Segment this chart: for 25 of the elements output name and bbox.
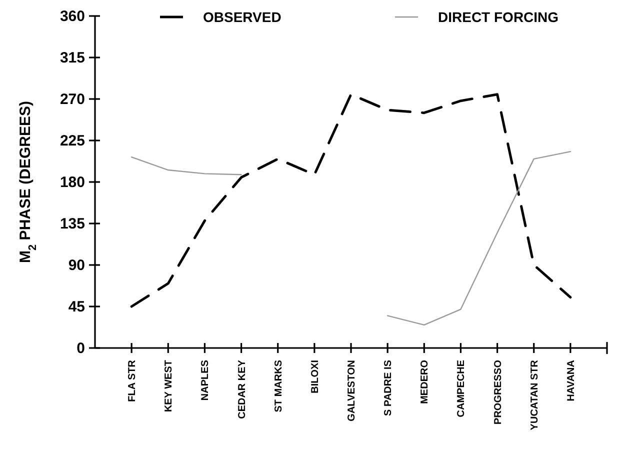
y-tick-label: 135: [60, 215, 85, 232]
y-tick-label: 45: [68, 298, 85, 316]
x-tick-label: FLA STR: [127, 359, 138, 402]
y-tick-label: 315: [60, 49, 85, 66]
x-tick-label: NAPLES: [200, 360, 212, 401]
x-tick-label: HAVANA: [566, 360, 577, 402]
y-tick-label: 90: [68, 256, 85, 274]
x-tick-label: ST MARKS: [273, 360, 284, 412]
y-tick-label: 0: [76, 340, 85, 357]
x-tick-label: KEY WEST: [164, 360, 175, 412]
x-tick-label: CAMPECHE: [456, 360, 468, 418]
y-tick-label: 225: [60, 132, 85, 150]
x-tick-label: GALVESTON: [346, 360, 358, 422]
y-tick-label: 270: [60, 90, 85, 108]
y-tick-label: 180: [60, 174, 85, 191]
x-tick-label: CEDAR KEY: [236, 360, 248, 419]
line-series: [130, 93, 572, 308]
x-tick-label: MEDERO: [420, 360, 431, 404]
x-tick-label: YUCATAN STR: [529, 359, 540, 430]
x-tick-label: BILOXI: [310, 360, 321, 394]
x-tick-label: S PADRE IS: [383, 360, 394, 416]
legend-label: DIRECT FORCING: [438, 9, 559, 25]
x-tick-label: PROGRESSO: [492, 360, 504, 424]
legend-label: OBSERVED: [203, 9, 282, 25]
y-tick-label: 360: [60, 8, 85, 25]
